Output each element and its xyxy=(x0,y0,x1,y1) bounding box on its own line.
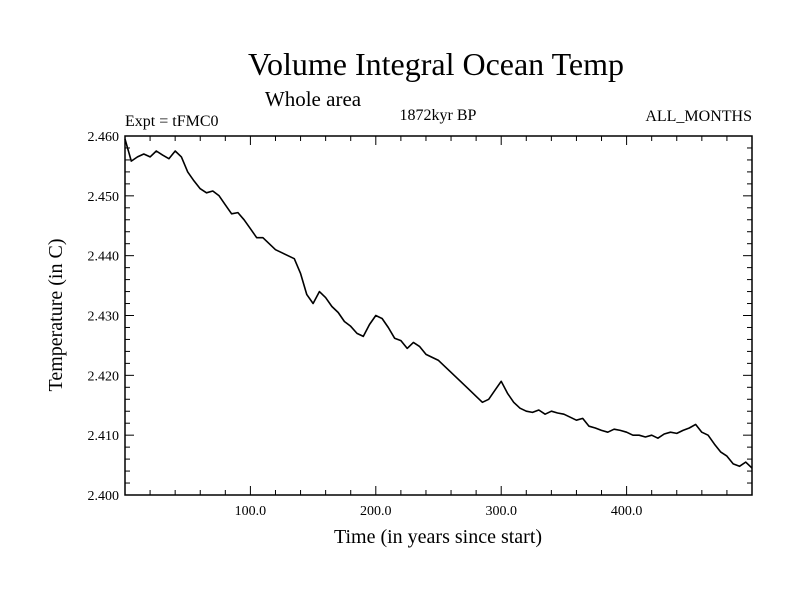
x-tick-label: 200.0 xyxy=(360,504,392,519)
y-tick-label: 2.410 xyxy=(88,429,120,444)
tick-labels: 100.0 200.0 300.0 400.0 2.400 2.410 2.420 2.430… xyxy=(88,130,643,519)
x-axis-label: Time (in years since start) xyxy=(334,526,542,548)
y-tick-label: 2.400 xyxy=(88,489,120,504)
y-tick-label: 2.460 xyxy=(88,130,120,145)
chart-subtitle: Whole area xyxy=(265,87,362,111)
y-tick-label: 2.450 xyxy=(88,190,120,205)
y-tick-label: 2.440 xyxy=(88,250,120,265)
experiment-label: Expt = tFMC0 xyxy=(125,113,218,130)
y-tick-label: 2.420 xyxy=(88,369,120,384)
chart-title: Volume Integral Ocean Temp xyxy=(248,46,624,82)
y-tick-label: 2.430 xyxy=(88,310,120,325)
y-axis-label: Temperature (in C) xyxy=(45,239,67,392)
plot-frame xyxy=(124,135,753,496)
x-tick-label: 400.0 xyxy=(611,504,643,519)
series-line xyxy=(124,138,753,469)
months-label: ALL_MONTHS xyxy=(645,108,752,125)
axis-ticks xyxy=(125,136,752,495)
period-label: 1872kyr BP xyxy=(400,107,477,124)
x-tick-label: 100.0 xyxy=(235,504,267,519)
x-tick-label: 300.0 xyxy=(485,504,517,519)
